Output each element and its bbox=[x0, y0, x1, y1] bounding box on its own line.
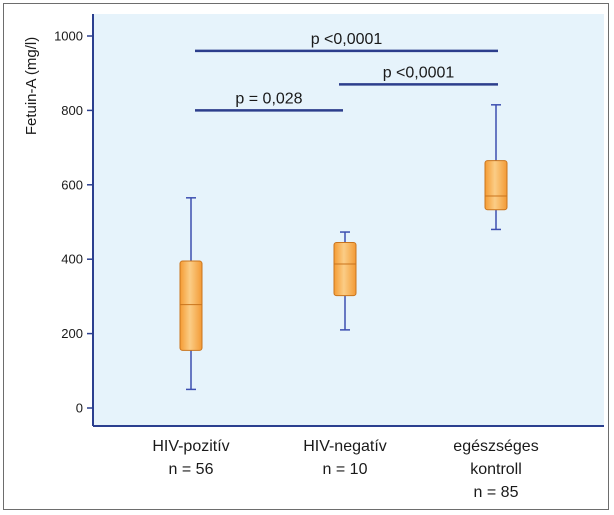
y-tick-label-0: 0 bbox=[76, 401, 83, 416]
category-label-2-line-0: egészséges bbox=[453, 438, 538, 455]
category-label-0-line-0: HIV-pozitív bbox=[152, 438, 229, 455]
y-tick-label-1000: 1000 bbox=[54, 29, 83, 44]
box-rect-2 bbox=[484, 160, 508, 211]
comparison-label-1: p <0,0001 bbox=[383, 64, 455, 81]
y-tick-label-200: 200 bbox=[61, 326, 83, 341]
box-1 bbox=[333, 231, 357, 331]
box-2 bbox=[484, 104, 508, 231]
box-rect-0 bbox=[179, 260, 203, 351]
box-0 bbox=[179, 197, 203, 391]
category-label-1-line-1: n = 10 bbox=[323, 461, 368, 478]
category-label-0-line-1: n = 56 bbox=[169, 461, 214, 478]
y-axis-title: Fetuin-A (mg/l) bbox=[23, 37, 40, 135]
comparison-label-2: p <0,0001 bbox=[311, 31, 383, 48]
comparison-label-0: p = 0,028 bbox=[235, 90, 302, 107]
box-rect-1 bbox=[333, 241, 357, 297]
figure-frame: 0 200 400 600 800 1000 Fetuin-A (mg/l) p = 0,02… bbox=[3, 3, 609, 510]
y-tick-label-400: 400 bbox=[61, 252, 83, 267]
plot-area bbox=[93, 14, 604, 426]
category-label-1-line-0: HIV-negatív bbox=[303, 438, 387, 455]
y-tick-label-600: 600 bbox=[61, 177, 83, 192]
boxplot-chart: 0 200 400 600 800 1000 Fetuin-A (mg/l) p = 0,02… bbox=[23, 14, 604, 501]
category-label-2-line-2: n = 85 bbox=[474, 484, 519, 501]
category-label-2-line-1: kontroll bbox=[470, 461, 522, 478]
y-tick-label-800: 800 bbox=[61, 103, 83, 118]
